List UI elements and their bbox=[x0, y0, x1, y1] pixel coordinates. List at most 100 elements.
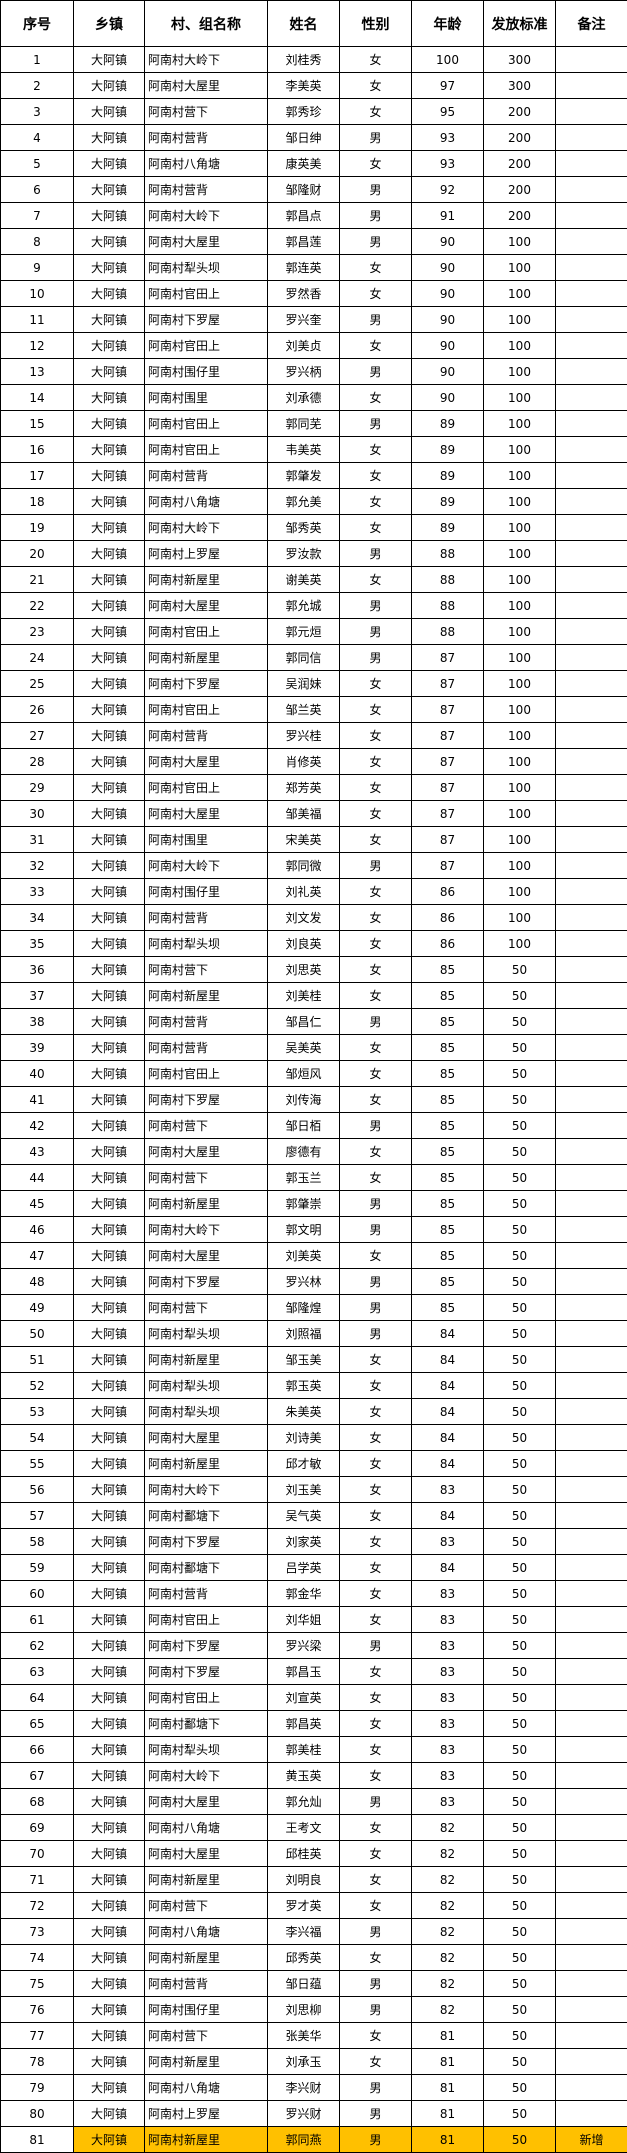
cell-town: 大阿镇 bbox=[73, 1398, 145, 1425]
cell-village: 阿南村新屋里 bbox=[144, 566, 268, 593]
cell-index: 11 bbox=[0, 306, 74, 333]
cell-note bbox=[555, 1398, 627, 1425]
cell-village: 阿南村大屋里 bbox=[144, 592, 268, 619]
cell-note bbox=[555, 1294, 627, 1321]
cell-town: 大阿镇 bbox=[73, 176, 145, 203]
cell-standard: 200 bbox=[483, 98, 556, 125]
cell-age: 82 bbox=[411, 1866, 484, 1893]
cell-name: 邹隆煌 bbox=[267, 1294, 340, 1321]
cell-age: 84 bbox=[411, 1398, 484, 1425]
table-row: 41 大阿镇 阿南村下罗屋 刘传海女 85 50 bbox=[0, 1086, 627, 1113]
cell-town: 大阿镇 bbox=[73, 1242, 145, 1269]
cell-standard: 50 bbox=[483, 1372, 556, 1399]
cell-village: 阿南村大屋里 bbox=[144, 1788, 268, 1815]
cell-note bbox=[555, 46, 627, 73]
cell-index: 28 bbox=[0, 748, 74, 775]
cell-age: 89 bbox=[411, 410, 484, 437]
cell-village: 阿南村新屋里 bbox=[144, 1866, 268, 1893]
table-row: 8 大阿镇 阿南村大屋里 郭昌莲男 90 100 bbox=[0, 228, 627, 255]
cell-town: 大阿镇 bbox=[73, 1866, 145, 1893]
cell-age: 84 bbox=[411, 1450, 484, 1477]
cell-standard: 200 bbox=[483, 124, 556, 151]
table-row: 45 大阿镇 阿南村新屋里 郭肇崇男 85 50 bbox=[0, 1190, 627, 1217]
cell-standard: 50 bbox=[483, 1216, 556, 1243]
cell-age: 87 bbox=[411, 644, 484, 671]
cell-age: 84 bbox=[411, 1320, 484, 1347]
cell-standard: 200 bbox=[483, 150, 556, 177]
cell-name: 郭允美 bbox=[267, 488, 340, 515]
cell-town: 大阿镇 bbox=[73, 2048, 145, 2075]
cell-village: 阿南村营背 bbox=[144, 1008, 268, 1035]
cell-gender: 女 bbox=[339, 332, 412, 359]
cell-name: 吴气英 bbox=[267, 1502, 340, 1529]
cell-age: 93 bbox=[411, 150, 484, 177]
cell-note bbox=[555, 982, 627, 1009]
header-village: 村、组名称 bbox=[144, 0, 268, 47]
cell-town: 大阿镇 bbox=[73, 1372, 145, 1399]
cell-town: 大阿镇 bbox=[73, 1970, 145, 1997]
cell-note bbox=[555, 1424, 627, 1451]
cell-age: 89 bbox=[411, 488, 484, 515]
cell-village: 阿南村下罗屋 bbox=[144, 1528, 268, 1555]
cell-village: 阿南村犁头坝 bbox=[144, 1320, 268, 1347]
cell-town: 大阿镇 bbox=[73, 1008, 145, 1035]
cell-note bbox=[555, 1918, 627, 1945]
cell-standard: 50 bbox=[483, 1268, 556, 1295]
cell-town: 大阿镇 bbox=[73, 358, 145, 385]
cell-note bbox=[555, 150, 627, 177]
cell-index: 77 bbox=[0, 2022, 74, 2049]
cell-standard: 100 bbox=[483, 618, 556, 645]
table-row: 21 大阿镇 阿南村新屋里 谢美英女 88 100 bbox=[0, 566, 627, 593]
cell-village: 阿南村犁头坝 bbox=[144, 1372, 268, 1399]
cell-age: 87 bbox=[411, 722, 484, 749]
cell-village: 阿南村围仔里 bbox=[144, 358, 268, 385]
cell-town: 大阿镇 bbox=[73, 1164, 145, 1191]
cell-note bbox=[555, 176, 627, 203]
cell-index: 25 bbox=[0, 670, 74, 697]
cell-town: 大阿镇 bbox=[73, 1684, 145, 1711]
cell-age: 90 bbox=[411, 254, 484, 281]
cell-standard: 50 bbox=[483, 1632, 556, 1659]
cell-index: 48 bbox=[0, 1268, 74, 1295]
table-row: 29 大阿镇 阿南村官田上 郑芳英女 87 100 bbox=[0, 774, 627, 801]
cell-name: 王考文 bbox=[267, 1814, 340, 1841]
cell-gender: 男 bbox=[339, 358, 412, 385]
cell-note bbox=[555, 332, 627, 359]
cell-note bbox=[555, 774, 627, 801]
cell-town: 大阿镇 bbox=[73, 1710, 145, 1737]
cell-age: 84 bbox=[411, 1424, 484, 1451]
cell-index: 64 bbox=[0, 1684, 74, 1711]
cell-index: 21 bbox=[0, 566, 74, 593]
cell-gender: 女 bbox=[339, 826, 412, 853]
cell-village: 阿南村营背 bbox=[144, 462, 268, 489]
cell-note bbox=[555, 358, 627, 385]
cell-gender: 女 bbox=[339, 384, 412, 411]
cell-note bbox=[555, 1086, 627, 1113]
table-row: 81 大阿镇 阿南村新屋里 郭同燕男 81 50 新增 bbox=[0, 2126, 627, 2153]
cell-gender: 女 bbox=[339, 1476, 412, 1503]
cell-index: 12 bbox=[0, 332, 74, 359]
cell-age: 90 bbox=[411, 358, 484, 385]
cell-gender: 女 bbox=[339, 1060, 412, 1087]
cell-standard: 50 bbox=[483, 1450, 556, 1477]
table-row: 49 大阿镇 阿南村营下 邹隆煌男 85 50 bbox=[0, 1294, 627, 1321]
cell-age: 87 bbox=[411, 774, 484, 801]
cell-age: 85 bbox=[411, 1242, 484, 1269]
cell-standard: 50 bbox=[483, 2126, 556, 2153]
cell-standard: 100 bbox=[483, 878, 556, 905]
table-row: 28 大阿镇 阿南村大屋里 肖修英女 87 100 bbox=[0, 748, 627, 775]
cell-village: 阿南村营背 bbox=[144, 722, 268, 749]
cell-gender: 女 bbox=[339, 1840, 412, 1867]
cell-age: 86 bbox=[411, 930, 484, 957]
table-row: 20 大阿镇 阿南村上罗屋 罗汝款男 88 100 bbox=[0, 540, 627, 567]
cell-name: 李兴财 bbox=[267, 2074, 340, 2101]
cell-town: 大阿镇 bbox=[73, 2022, 145, 2049]
cell-index: 70 bbox=[0, 1840, 74, 1867]
table-row: 27 大阿镇 阿南村营背 罗兴桂女 87 100 bbox=[0, 722, 627, 749]
cell-index: 78 bbox=[0, 2048, 74, 2075]
cell-name: 肖修英 bbox=[267, 748, 340, 775]
cell-note bbox=[555, 1346, 627, 1373]
cell-village: 阿南村营下 bbox=[144, 956, 268, 983]
cell-index: 58 bbox=[0, 1528, 74, 1555]
cell-village: 阿南村官田上 bbox=[144, 280, 268, 307]
